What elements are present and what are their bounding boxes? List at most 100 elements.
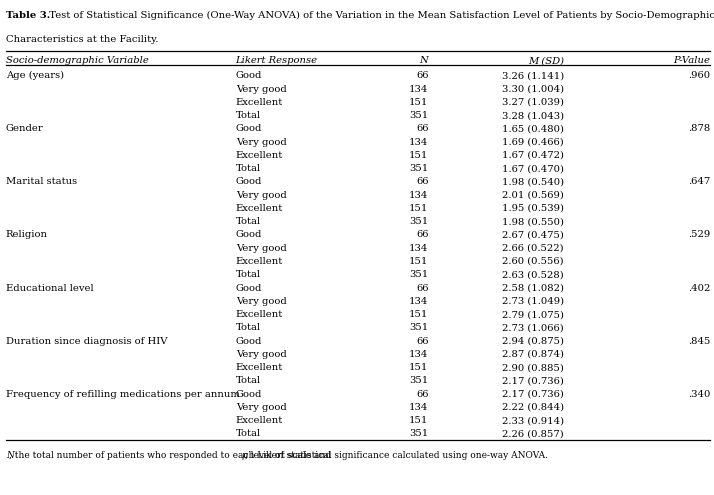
Text: 134: 134 [409, 138, 428, 147]
Text: .647: .647 [688, 177, 710, 187]
Text: Total: Total [236, 323, 261, 332]
Text: Very good: Very good [236, 350, 286, 359]
Text: 66: 66 [416, 284, 428, 293]
Text: 151: 151 [409, 204, 428, 213]
Text: 2.17 (0.736): 2.17 (0.736) [502, 376, 564, 386]
Text: .845: .845 [688, 337, 710, 346]
Text: 1.98 (0.540): 1.98 (0.540) [502, 177, 564, 187]
Text: 3.28 (1.043): 3.28 (1.043) [502, 111, 564, 120]
Text: 151: 151 [409, 257, 428, 266]
Text: Excellent: Excellent [236, 257, 283, 266]
Text: 66: 66 [416, 337, 428, 346]
Text: 66: 66 [416, 124, 428, 133]
Text: 2.87 (0.874): 2.87 (0.874) [502, 350, 564, 359]
Text: 2.26 (0.857): 2.26 (0.857) [503, 430, 564, 439]
Text: Marital status: Marital status [6, 177, 77, 187]
Text: 2.94 (0.875): 2.94 (0.875) [502, 337, 564, 346]
Text: Very good: Very good [236, 191, 286, 199]
Text: , level of statistical significance calculated using one-way ANOVA.: , level of statistical significance calc… [245, 450, 548, 460]
Text: 2.67 (0.475): 2.67 (0.475) [502, 231, 564, 240]
Text: Total: Total [236, 164, 261, 173]
Text: 151: 151 [409, 98, 428, 107]
Text: 2.60 (0.556): 2.60 (0.556) [503, 257, 564, 266]
Text: Very good: Very good [236, 85, 286, 94]
Text: 351: 351 [409, 376, 428, 386]
Text: p: p [241, 450, 247, 460]
Text: 1.95 (0.539): 1.95 (0.539) [502, 204, 564, 213]
Text: 2.73 (1.049): 2.73 (1.049) [502, 297, 564, 306]
Text: 2.17 (0.736): 2.17 (0.736) [502, 390, 564, 398]
Text: 134: 134 [409, 244, 428, 253]
Text: 151: 151 [409, 416, 428, 425]
Text: 66: 66 [416, 177, 428, 187]
Text: Good: Good [236, 177, 262, 187]
Text: N: N [6, 450, 14, 460]
Text: Total: Total [236, 376, 261, 386]
Text: P-Value: P-Value [673, 56, 710, 65]
Text: 2.58 (1.082): 2.58 (1.082) [502, 284, 564, 293]
Text: 2.90 (0.885): 2.90 (0.885) [502, 363, 564, 372]
Text: 134: 134 [409, 403, 428, 412]
Text: 3.26 (1.141): 3.26 (1.141) [502, 71, 564, 80]
Text: 1.67 (0.472): 1.67 (0.472) [502, 151, 564, 160]
Text: 134: 134 [409, 85, 428, 94]
Text: Very good: Very good [236, 244, 286, 253]
Text: 151: 151 [409, 310, 428, 319]
Text: 151: 151 [409, 363, 428, 372]
Text: Total: Total [236, 430, 261, 439]
Text: Very good: Very good [236, 297, 286, 306]
Text: Excellent: Excellent [236, 363, 283, 372]
Text: , the total number of patients who responded to each Likert scale and: , the total number of patients who respo… [9, 450, 334, 460]
Text: Test of Statistical Significance (One-Way ANOVA) of the Variation in the Mean Sa: Test of Statistical Significance (One-Wa… [43, 11, 714, 20]
Text: 351: 351 [409, 164, 428, 173]
Text: 2.33 (0.914): 2.33 (0.914) [502, 416, 564, 425]
Text: 3.30 (1.004): 3.30 (1.004) [502, 85, 564, 94]
Text: 351: 351 [409, 217, 428, 226]
Text: 134: 134 [409, 191, 428, 199]
Text: 134: 134 [409, 350, 428, 359]
Text: Excellent: Excellent [236, 204, 283, 213]
Text: Frequency of refilling medications per annum: Frequency of refilling medications per a… [6, 390, 240, 398]
Text: 3.27 (1.039): 3.27 (1.039) [502, 98, 564, 107]
Text: 1.69 (0.466): 1.69 (0.466) [503, 138, 564, 147]
Text: Good: Good [236, 231, 262, 240]
Text: Good: Good [236, 71, 262, 80]
Text: Table 3.: Table 3. [6, 11, 50, 20]
Text: 2.73 (1.066): 2.73 (1.066) [503, 323, 564, 332]
Text: 1.67 (0.470): 1.67 (0.470) [502, 164, 564, 173]
Text: Total: Total [236, 111, 261, 120]
Text: 66: 66 [416, 390, 428, 398]
Text: Gender: Gender [6, 124, 44, 133]
Text: .960: .960 [688, 71, 710, 80]
Text: Good: Good [236, 284, 262, 293]
Text: 134: 134 [409, 297, 428, 306]
Text: 351: 351 [409, 111, 428, 120]
Text: M (SD): M (SD) [528, 56, 564, 65]
Text: N: N [420, 56, 428, 65]
Text: Age (years): Age (years) [6, 71, 64, 80]
Text: Total: Total [236, 270, 261, 279]
Text: Characteristics at the Facility.: Characteristics at the Facility. [6, 35, 159, 44]
Text: 2.22 (0.844): 2.22 (0.844) [502, 403, 564, 412]
Text: 2.01 (0.569): 2.01 (0.569) [502, 191, 564, 199]
Text: Likert Response: Likert Response [236, 56, 318, 65]
Text: Good: Good [236, 337, 262, 346]
Text: Excellent: Excellent [236, 416, 283, 425]
Text: Very good: Very good [236, 138, 286, 147]
Text: .529: .529 [688, 231, 710, 240]
Text: 2.66 (0.522): 2.66 (0.522) [503, 244, 564, 253]
Text: 151: 151 [409, 151, 428, 160]
Text: .402: .402 [688, 284, 710, 293]
Text: Good: Good [236, 390, 262, 398]
Text: 66: 66 [416, 231, 428, 240]
Text: 351: 351 [409, 323, 428, 332]
Text: 1.98 (0.550): 1.98 (0.550) [502, 217, 564, 226]
Text: 2.63 (0.528): 2.63 (0.528) [503, 270, 564, 279]
Text: .878: .878 [688, 124, 710, 133]
Text: Religion: Religion [6, 231, 48, 240]
Text: 2.79 (1.075): 2.79 (1.075) [502, 310, 564, 319]
Text: Duration since diagnosis of HIV: Duration since diagnosis of HIV [6, 337, 167, 346]
Text: Very good: Very good [236, 403, 286, 412]
Text: Excellent: Excellent [236, 151, 283, 160]
Text: Socio-demographic Variable: Socio-demographic Variable [6, 56, 149, 65]
